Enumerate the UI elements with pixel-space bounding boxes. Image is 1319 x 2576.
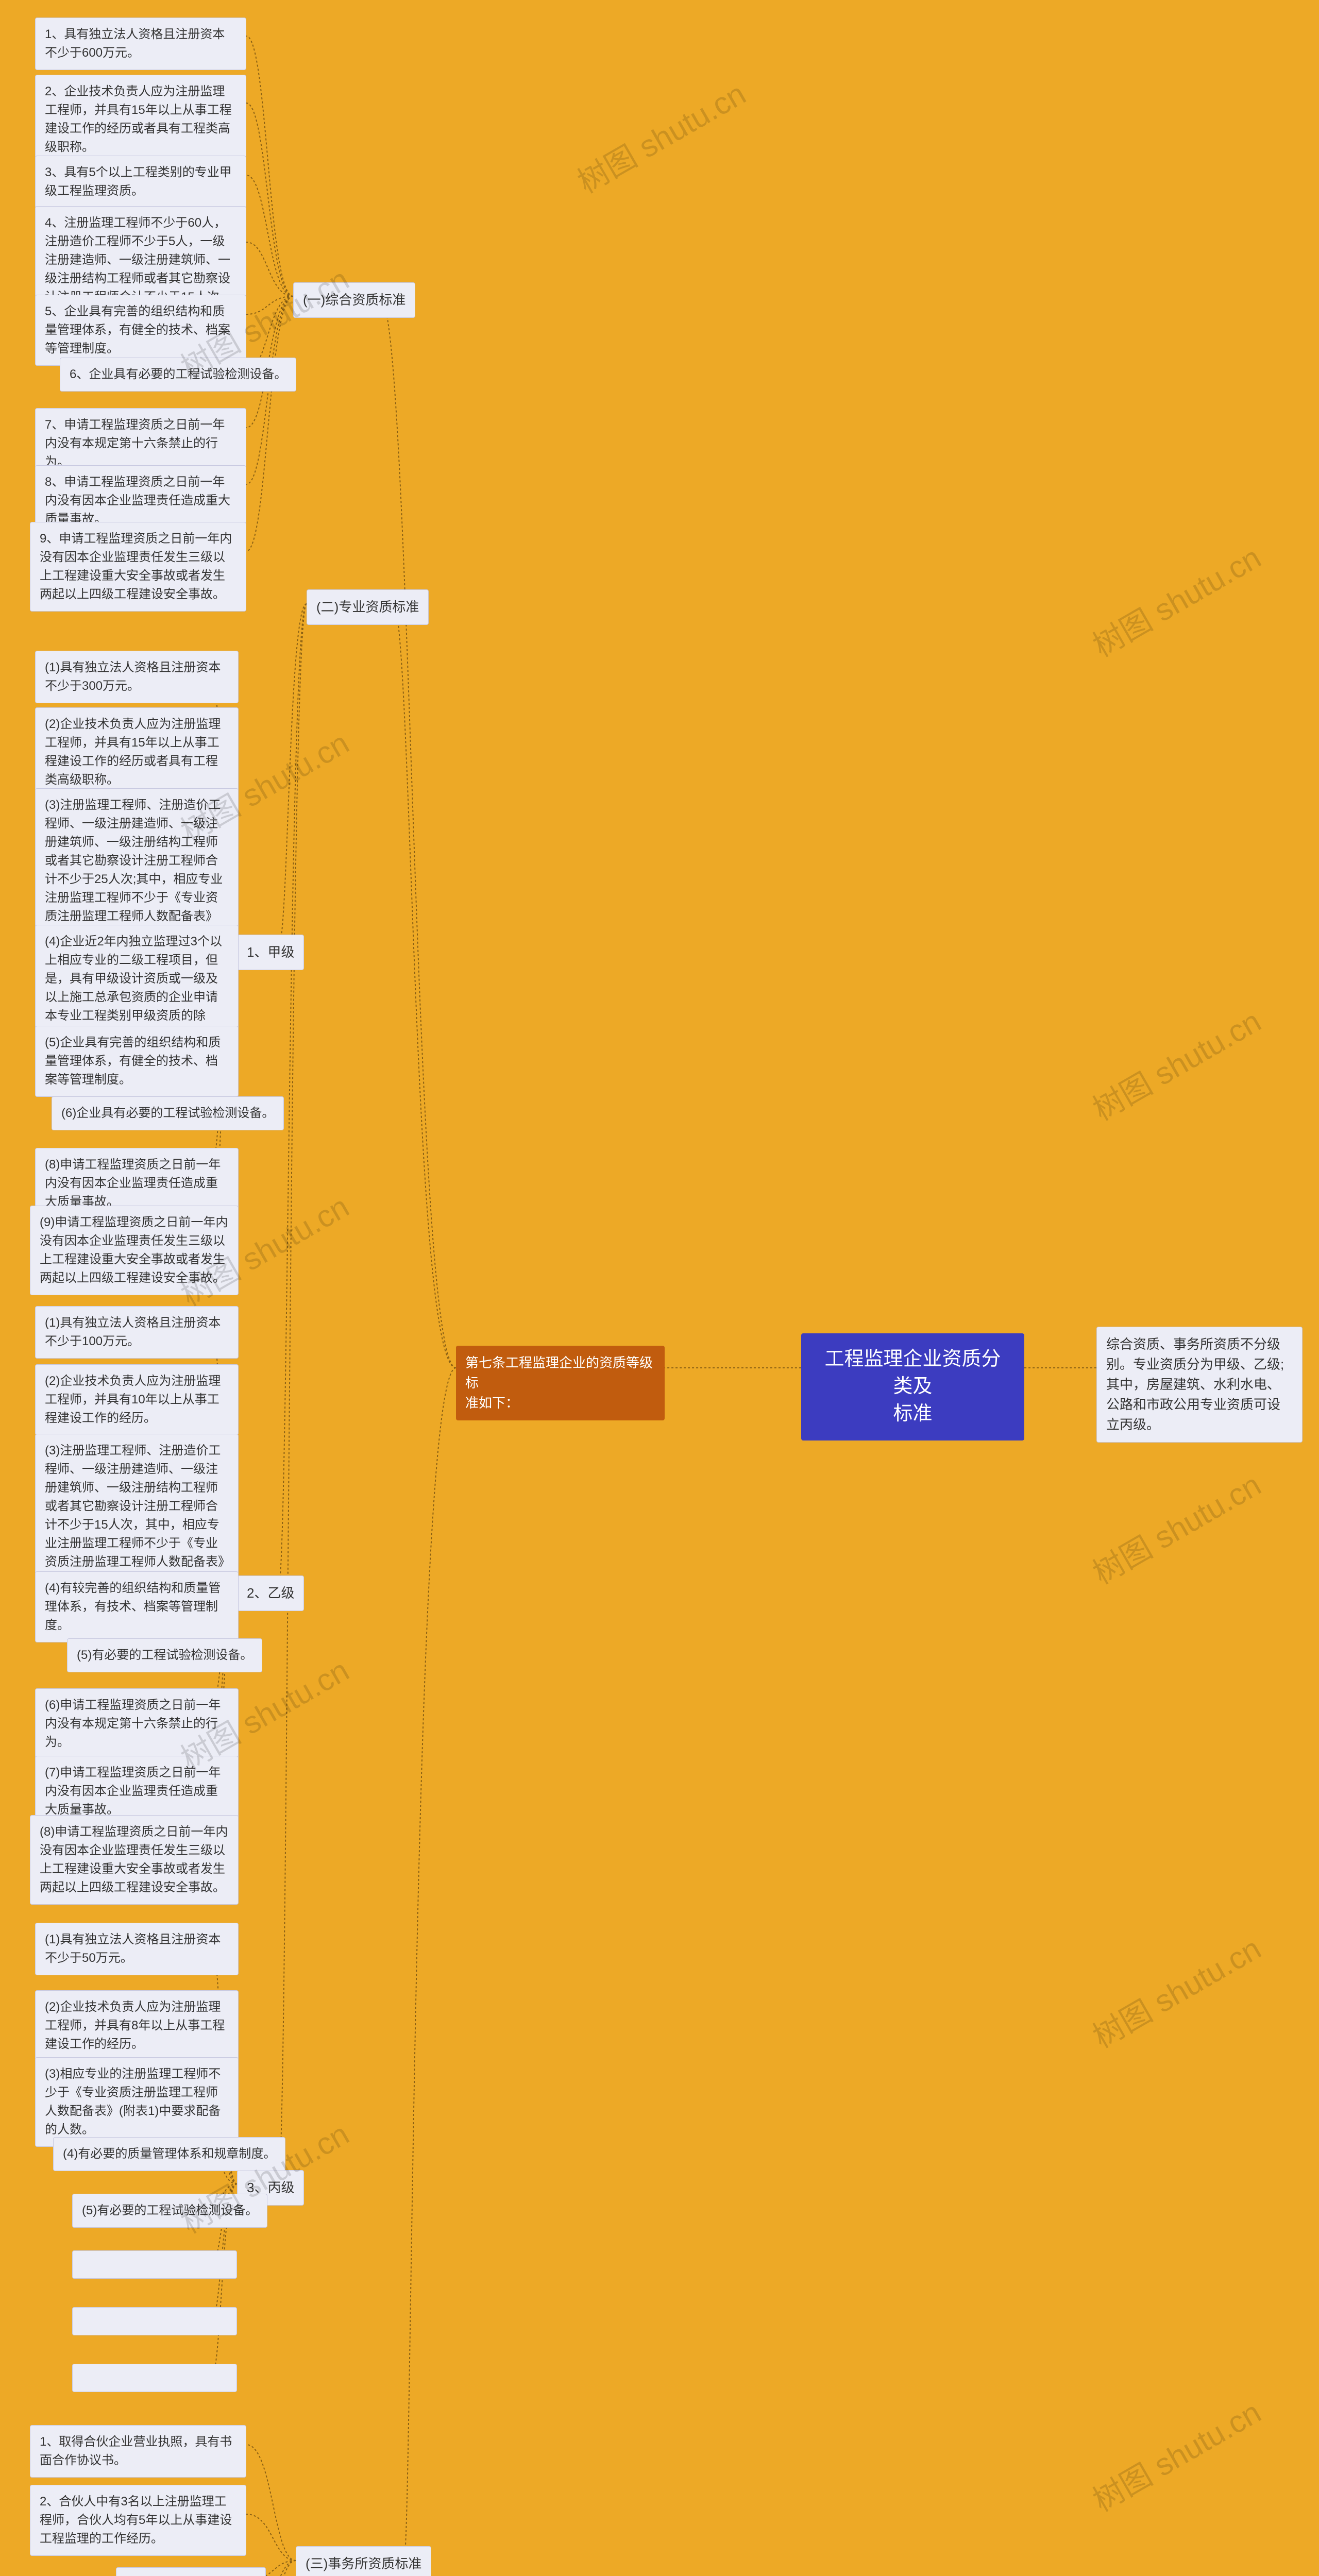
watermark: 树图 shutu.cn xyxy=(1084,1924,1268,2057)
root-title-1: 工程监理企业资质分类及 xyxy=(824,1348,1001,1397)
section-b-g1-item-1[interactable]: (1)具有独立法人资格且注册资本不少于300万元。 xyxy=(35,651,239,703)
section-c-item-3[interactable]: 3、有固定的工作场所。 xyxy=(116,2567,266,2576)
section-b-g3-item-8[interactable] xyxy=(72,2364,237,2392)
section-b-g1-item-5[interactable]: (5)企业具有完善的组织结构和质量管理体系，有健全的技术、档案等管理制度。 xyxy=(35,1026,239,1097)
watermark: 树图 shutu.cn xyxy=(1084,2388,1268,2520)
section-c-item-1[interactable]: 1、取得合伙企业营业执照，具有书面合作协议书。 xyxy=(30,2425,246,2478)
section-b-g2-item-5[interactable]: (5)有必要的工程试验检测设备。 xyxy=(67,1638,262,1672)
section-b-g3-item-7[interactable] xyxy=(72,2307,237,2335)
watermark: 树图 shutu.cn xyxy=(568,70,753,202)
section-a-item-9[interactable]: 9、申请工程监理资质之日前一年内没有因本企业监理责任发生三级以上工程建设重大安全… xyxy=(30,522,246,612)
section-a-item-2[interactable]: 2、企业技术负责人应为注册监理工程师，并具有15年以上从事工程建设工作的经历或者… xyxy=(35,75,246,164)
right-branch-text: 综合资质、事务所资质不分级别。专业资质分为甲级、乙级;其中，房屋建筑、水利水电、… xyxy=(1106,1336,1284,1432)
section-a-item-6[interactable]: 6、企业具有必要的工程试验检测设备。 xyxy=(60,358,296,392)
section-c-item-2[interactable]: 2、合伙人中有3名以上注册监理工程师，合伙人均有5年以上从事建设工程监理的工作经… xyxy=(30,2485,246,2556)
section-c-text: (三)事务所资质标准 xyxy=(306,2556,421,2571)
section-b-g2-item-1[interactable]: (1)具有独立法人资格且注册资本不少于100万元。 xyxy=(35,1306,239,1359)
section-b-g3-item-2[interactable]: (2)企业技术负责人应为注册监理工程师，并具有8年以上从事工程建设工作的经历。 xyxy=(35,1990,239,2061)
section-b-g1-item-6[interactable]: (6)企业具有必要的工程试验检测设备。 xyxy=(52,1096,284,1130)
section-b-label[interactable]: (二)专业资质标准 xyxy=(307,589,429,625)
section-b-g1-item-2[interactable]: (2)企业技术负责人应为注册监理工程师，并具有15年以上从事工程建设工作的经历或… xyxy=(35,707,239,797)
section-a-item-1[interactable]: 1、具有独立法人资格且注册资本不少于600万元。 xyxy=(35,18,246,70)
section-b-g1-label[interactable]: 1、甲级 xyxy=(237,935,304,970)
section-a-item-3[interactable]: 3、具有5个以上工程类别的专业甲级工程监理资质。 xyxy=(35,156,246,208)
watermark: 树图 shutu.cn xyxy=(1084,997,1268,1129)
section-b-text: (二)专业资质标准 xyxy=(316,599,419,615)
watermark: 树图 shutu.cn xyxy=(1084,533,1268,666)
section-b-g2-item-8[interactable]: (8)申请工程监理资质之日前一年内没有因本企业监理责任发生三级以上工程建设重大安… xyxy=(30,1815,239,1905)
left-branch-node[interactable]: 第七条工程监理企业的资质等级标 准如下： xyxy=(456,1346,665,1420)
section-b-g3-item-3[interactable]: (3)相应专业的注册监理工程师不少于《专业资质注册监理工程师人数配备表》(附表1… xyxy=(35,2057,239,2147)
section-b-g2-label[interactable]: 2、乙级 xyxy=(237,1575,304,1611)
watermark: 树图 shutu.cn xyxy=(1084,1461,1268,1593)
section-c-label[interactable]: (三)事务所资质标准 xyxy=(296,2546,431,2576)
section-b-g2-item-2[interactable]: (2)企业技术负责人应为注册监理工程师，并具有10年以上从事工程建设工作的经历。 xyxy=(35,1364,239,1435)
right-branch-node[interactable]: 综合资质、事务所资质不分级别。专业资质分为甲级、乙级;其中，房屋建筑、水利水电、… xyxy=(1096,1327,1303,1443)
section-b-g3-item-6[interactable] xyxy=(72,2250,237,2279)
root-title-2: 标准 xyxy=(893,1403,932,1425)
section-b-g2-item-4[interactable]: (4)有较完善的组织结构和质量管理体系，有技术、档案等管理制度。 xyxy=(35,1571,239,1642)
left-branch-text-1: 第七条工程监理企业的资质等级标 xyxy=(465,1355,653,1391)
left-branch-text-2: 准如下： xyxy=(465,1395,519,1411)
root-node[interactable]: 工程监理企业资质分类及 标准 xyxy=(801,1333,1024,1440)
section-b-g3-item-1[interactable]: (1)具有独立法人资格且注册资本不少于50万元。 xyxy=(35,1923,239,1975)
